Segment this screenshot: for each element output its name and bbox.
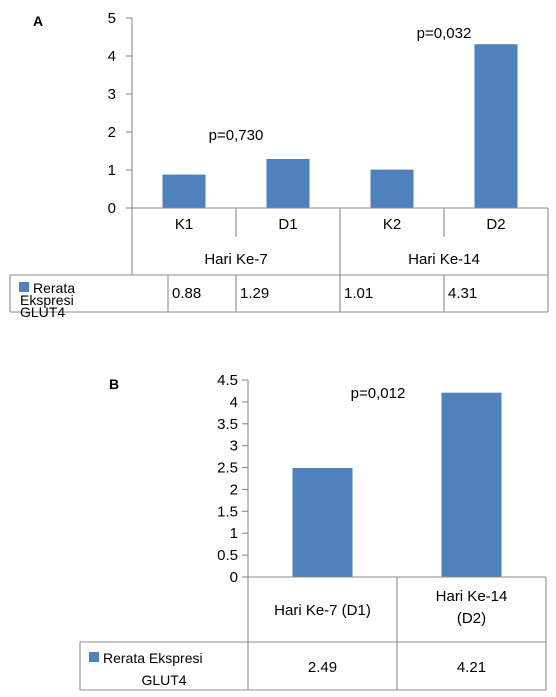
legend-label-a: GLUT4 [20,304,65,320]
y-tick-label-b: 4 [230,394,238,411]
table-value-a: 0.88 [172,285,201,302]
x-tick-label-a: K1 [175,216,193,233]
legend-label-a: Ekspresi [20,292,74,308]
group-label-a: Hari Ke-7 [204,251,267,268]
bar-b-2 [441,392,502,577]
legend-label-b: Rerata Ekspresi [103,650,203,666]
x-tick-label-a: K2 [383,216,401,233]
table-value-a: 4.31 [448,285,477,302]
y-tick-label-b: 3.5 [217,416,238,433]
x-tick-label-b: Hari Ke-7 (D1) [274,602,371,619]
table-value-a: 1.01 [344,285,373,302]
panel-label-b: B [109,376,119,392]
y-tick-label-a: 2 [108,124,116,141]
table-value-b: 4.21 [457,659,486,676]
y-tick-label-a: 0 [108,200,116,217]
y-tick-label-b: 0 [230,569,238,586]
y-tick-label-b: 1.5 [217,503,238,520]
bar-a-d2 [474,44,518,208]
legend-label-a: Rerata [33,280,75,296]
y-tick-label-b: 3 [230,438,238,455]
y-tick-label-b: 0.5 [217,547,238,564]
table-value-a: 1.29 [240,285,269,302]
y-tick-label-a: 5 [108,10,116,27]
x-tick-label-b: Hari Ke-14 [436,588,508,605]
legend-label-b: GLUT4 [141,672,186,688]
p-value-annotation-a: p=0,730 [209,127,264,144]
bar-a-k2 [370,169,414,208]
y-tick-label-b: 1 [230,525,238,542]
bar-b-1 [292,467,353,577]
group-label-a: Hari Ke-14 [408,251,480,268]
legend-swatch-b [89,652,99,662]
y-tick-label-b: 2 [230,481,238,498]
bar-a-k1 [162,174,206,208]
y-tick-label-a: 1 [108,162,116,179]
x-tick-label-b: (D2) [457,610,486,627]
y-tick-label-a: 3 [108,86,116,103]
x-tick-label-a: D1 [278,216,297,233]
p-value-annotation-b: p=0,012 [351,385,406,402]
y-tick-label-b: 2.5 [217,460,238,477]
y-tick-label-b: 4.5 [217,372,238,389]
y-tick-label-a: 4 [108,48,116,65]
p-value-annotation-a: p=0,032 [417,25,472,42]
table-value-b: 2.49 [308,659,337,676]
bar-a-d1 [266,158,310,208]
legend-swatch-a [19,282,29,292]
panel-label-a: A [33,13,43,29]
x-tick-label-a: D2 [486,216,505,233]
